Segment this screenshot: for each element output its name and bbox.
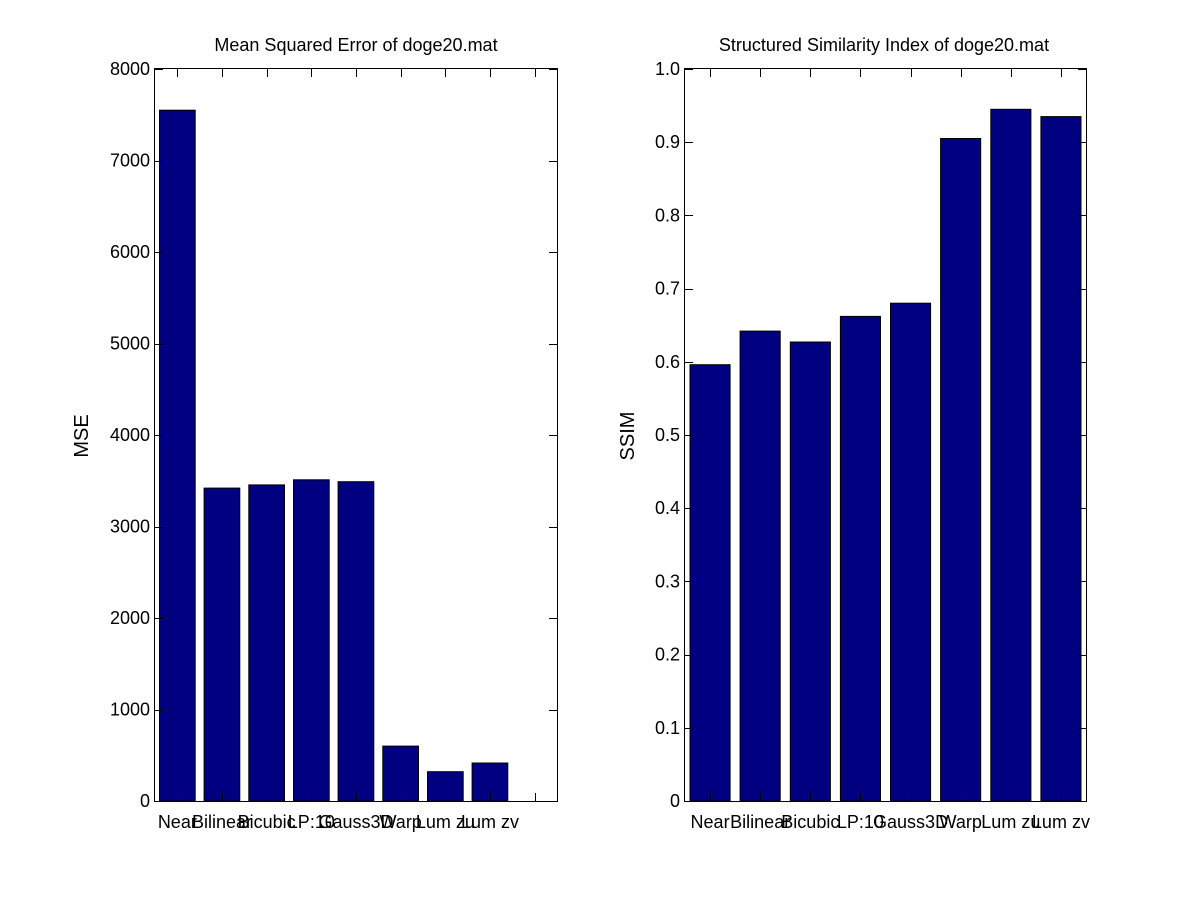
ssim-bar-5 bbox=[890, 302, 932, 802]
ssim-xtick-label-3: Bicubic bbox=[781, 812, 839, 832]
mse-xtick-label-8: Lum zv bbox=[461, 812, 519, 832]
mse-bar-8 bbox=[471, 762, 509, 802]
ssim-ytick-label-5: 0.5 bbox=[655, 425, 680, 445]
mse-ytick-label-3: 3000 bbox=[110, 517, 150, 537]
mse-bar-4 bbox=[293, 479, 330, 802]
ssim-ytick-label-7: 0.7 bbox=[655, 279, 680, 299]
ssim-ytick-label-8: 0.8 bbox=[655, 205, 680, 225]
ssim-ytick-label-9: 0.9 bbox=[655, 132, 680, 152]
mse-ytick-label-6: 6000 bbox=[110, 242, 150, 262]
mse-bar-5 bbox=[337, 481, 375, 802]
ssim-axes-frame bbox=[684, 68, 1087, 802]
ssim-bar-4 bbox=[839, 315, 882, 802]
mse-ticks bbox=[155, 69, 557, 802]
ssim-xtick-label-1: Near bbox=[691, 812, 730, 832]
ssim-xtick-label-2: Bilinear bbox=[730, 812, 790, 832]
ssim-xtick-label-6: Warp bbox=[940, 812, 982, 832]
mse-xtick-label-2: Bilinear bbox=[192, 812, 252, 832]
mse-xtick-label-6: Warp bbox=[379, 812, 421, 832]
ssim-subplot: Structured Similarity Index of doge20.ma… bbox=[617, 35, 1090, 832]
mse-xtick-label-4: LP:10 bbox=[288, 812, 335, 832]
ssim-ytick-label-0: 0 bbox=[670, 791, 680, 811]
mse-ytick-label-2: 2000 bbox=[110, 608, 150, 628]
mse-subplot: Mean Squared Error of doge20.mat MSE 0 10… bbox=[71, 35, 558, 832]
mse-ytick-label-0: 0 bbox=[140, 791, 150, 811]
ssim-bars bbox=[689, 108, 1082, 802]
ssim-xtick-label-7: Lum zu bbox=[981, 812, 1040, 832]
mse-xtick-label-1: Near bbox=[158, 812, 197, 832]
ssim-ytick-label-4: 0.4 bbox=[655, 498, 680, 518]
ssim-y-axis-label: SSIM bbox=[617, 412, 639, 461]
ssim-bar-3 bbox=[789, 341, 831, 802]
mse-ytick-label-7: 7000 bbox=[110, 151, 150, 171]
mse-bar-3 bbox=[248, 484, 286, 802]
mse-ytick-label-5: 5000 bbox=[110, 334, 150, 354]
ssim-ytick-label-3: 0.3 bbox=[655, 571, 680, 591]
ssim-xtick-label-4: LP:10 bbox=[837, 812, 884, 832]
ssim-ytick-label-10: 1.0 bbox=[655, 59, 680, 79]
ssim-xtick-label-5: Gauss3D bbox=[873, 812, 948, 832]
ssim-ytick-label-2: 0.2 bbox=[655, 645, 680, 665]
ssim-bar-2 bbox=[739, 330, 781, 802]
mse-xtick-label-7: Lum zu bbox=[416, 812, 475, 832]
mse-ytick-label-4: 4000 bbox=[110, 425, 150, 445]
ssim-bar-7 bbox=[990, 108, 1032, 802]
ssim-bar-1 bbox=[689, 364, 731, 802]
mse-xtick-label-5: Gauss3D bbox=[318, 812, 393, 832]
ssim-ytick-label-6: 0.6 bbox=[655, 352, 680, 372]
mse-bar-6 bbox=[382, 745, 419, 802]
mse-bar-2 bbox=[203, 487, 241, 802]
mse-y-axis-label: MSE bbox=[71, 414, 93, 457]
mse-ytick-label-1: 1000 bbox=[110, 700, 150, 720]
ssim-y-tick-labels: 0 0.1 0.2 0.3 0.4 0.5 0.6 0.7 0.8 0.9 1.0 bbox=[655, 59, 680, 811]
mse-y-tick-labels: 0 1000 2000 3000 4000 5000 6000 7000 8000 bbox=[110, 59, 150, 811]
mse-xtick-label-3: Bicubic bbox=[238, 812, 296, 832]
ssim-bar-8 bbox=[1040, 116, 1082, 802]
ssim-ytick-label-1: 0.1 bbox=[655, 718, 680, 738]
mse-axes-frame bbox=[154, 68, 558, 802]
ssim-chart-title: Structured Similarity Index of doge20.ma… bbox=[719, 35, 1049, 55]
mse-ytick-label-8: 8000 bbox=[110, 59, 150, 79]
ssim-bar-6 bbox=[940, 138, 982, 802]
ssim-xtick-label-8: Lum zv bbox=[1032, 812, 1090, 832]
mse-chart-title: Mean Squared Error of doge20.mat bbox=[214, 35, 497, 55]
mse-bars bbox=[159, 109, 509, 802]
mse-bar-1 bbox=[159, 109, 196, 802]
